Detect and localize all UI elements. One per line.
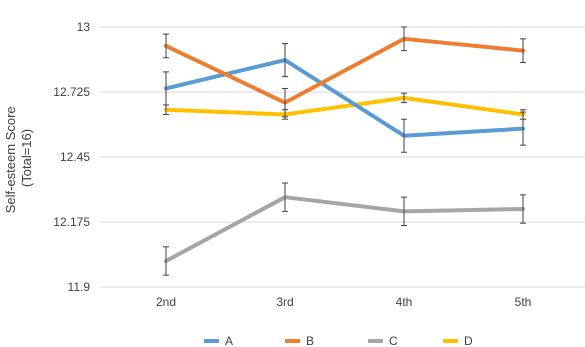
legend-label: D xyxy=(464,334,473,347)
series-line xyxy=(164,95,525,117)
x-tick-label: 3rd xyxy=(276,295,293,309)
series-group xyxy=(163,26,526,276)
legend-item-D: D xyxy=(443,334,473,347)
series-A xyxy=(163,43,526,153)
y-axis-label: Self-esteem Score (Total=16) xyxy=(3,103,34,214)
legend-item-B: B xyxy=(285,334,314,347)
x-tick-label: 4th xyxy=(396,295,413,309)
legend-label: A xyxy=(225,334,233,347)
y-tick-label: 11.9 xyxy=(68,280,91,294)
series-line xyxy=(164,36,525,105)
y-axis-label-line-2: (Total=16) xyxy=(19,129,34,187)
y-tick-label: 12.725 xyxy=(53,85,90,99)
x-tick-label: 5th xyxy=(515,295,532,309)
y-tick-label: 12.45 xyxy=(60,150,90,164)
series-C xyxy=(163,182,526,276)
legend-item-A: A xyxy=(204,334,233,347)
x-axis-ticks: 2nd 3rd 4th 5th xyxy=(156,295,531,309)
x-tick-label: 2nd xyxy=(156,295,176,309)
series-B xyxy=(163,26,526,118)
y-tick-label: 13 xyxy=(77,20,91,34)
series-line xyxy=(164,195,525,263)
gridlines xyxy=(100,26,585,288)
y-axis-ticks: 11.9 12.175 12.45 12.725 13 xyxy=(53,20,90,294)
legend: A B C D xyxy=(204,334,473,347)
legend-label: C xyxy=(389,334,398,347)
y-axis-label-line-1: Self-esteem Score xyxy=(3,106,18,213)
y-tick-label: 12.175 xyxy=(53,215,90,229)
legend-label: B xyxy=(306,334,314,347)
legend-item-C: C xyxy=(368,334,398,347)
